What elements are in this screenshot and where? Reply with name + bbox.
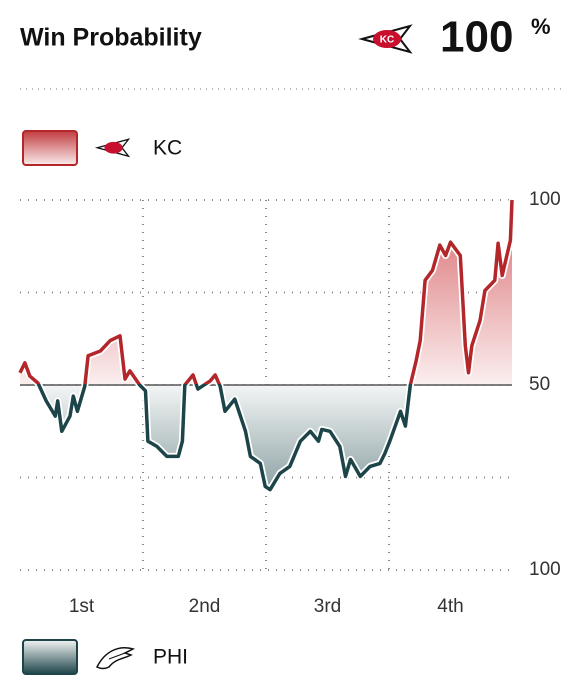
plot-area: 100 50 100 1st 2nd 3rd 4th — [16, 189, 561, 617]
phi-line — [36, 384, 413, 492]
legend-label: PHI — [153, 646, 188, 669]
y-tick-label: 100 — [529, 189, 561, 210]
x-tick-label: 2nd — [189, 596, 221, 617]
phi-area — [20, 384, 512, 490]
kc-legend-swatch — [22, 130, 78, 166]
headline-value: 100 — [440, 13, 513, 62]
legend-label: KC — [153, 137, 182, 160]
kc-area — [20, 200, 512, 384]
svg-text:KC: KC — [380, 35, 394, 46]
chart-title: Win Probability — [20, 24, 202, 52]
phi-legend-logo — [95, 647, 136, 670]
x-tick-label: 1st — [69, 596, 95, 617]
x-tick-label: 4th — [437, 596, 463, 617]
kc-line — [18, 199, 514, 384]
kc-legend-logo — [94, 138, 131, 158]
kc-logo: KC — [358, 24, 413, 54]
phi-legend-swatch — [22, 639, 78, 675]
y-tick-label: 50 — [529, 374, 550, 395]
y-tick-label: 100 — [529, 559, 561, 580]
headline-unit: % — [531, 14, 551, 39]
x-tick-label: 3rd — [314, 596, 341, 617]
